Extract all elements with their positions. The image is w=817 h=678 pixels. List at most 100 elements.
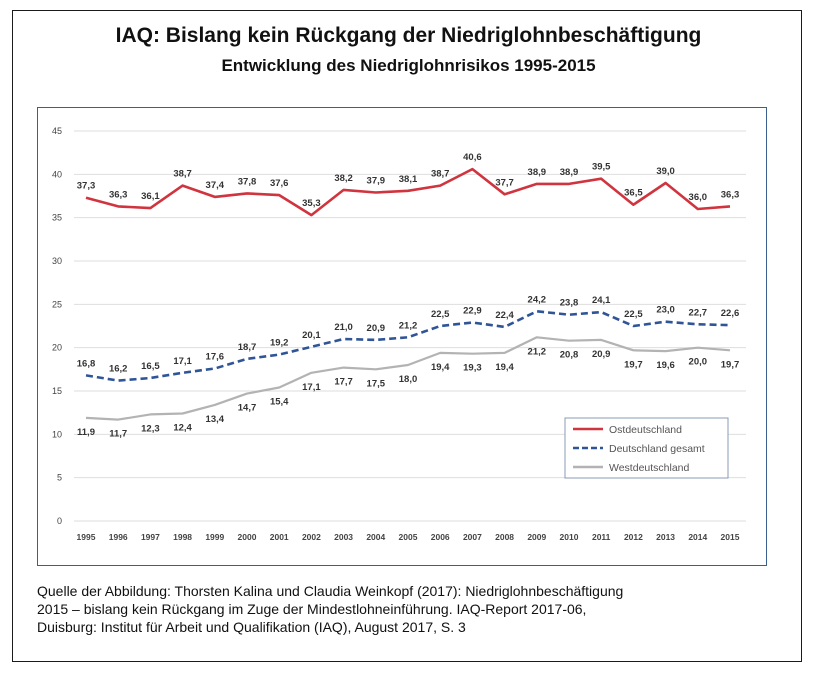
data-label: 12,3 xyxy=(141,423,160,434)
data-label: 22,6 xyxy=(721,308,740,319)
x-tick-label: 2010 xyxy=(560,532,579,542)
data-label: 37,7 xyxy=(495,177,514,188)
data-label: 19,2 xyxy=(270,338,289,349)
x-tick-label: 2013 xyxy=(656,532,675,542)
x-tick-label: 2003 xyxy=(334,532,353,542)
data-label: 16,2 xyxy=(109,364,128,375)
data-label: 19,7 xyxy=(721,359,740,370)
data-label: 17,1 xyxy=(173,356,192,367)
chart-subtitle: Entwicklung des Niedriglohnrisikos 1995-… xyxy=(221,56,596,75)
x-tick-label: 2007 xyxy=(463,532,482,542)
legend-label: Westdeutschland xyxy=(609,462,690,474)
x-tick-label: 2004 xyxy=(366,532,385,542)
data-label: 38,1 xyxy=(399,174,418,185)
data-label: 17,1 xyxy=(302,382,321,393)
data-label: 38,2 xyxy=(334,173,353,184)
x-tick-label: 2009 xyxy=(527,532,546,542)
data-label: 22,9 xyxy=(463,306,482,317)
x-tick-label: 2015 xyxy=(721,532,740,542)
data-label: 18,0 xyxy=(399,374,418,385)
data-label: 22,4 xyxy=(495,310,514,321)
x-tick-label: 1996 xyxy=(109,532,128,542)
data-label: 22,7 xyxy=(689,307,708,318)
data-label: 20,9 xyxy=(367,323,386,334)
x-tick-label: 2002 xyxy=(302,532,321,542)
data-label: 19,4 xyxy=(495,362,514,373)
data-label: 21,2 xyxy=(528,346,547,357)
x-tick-label: 2012 xyxy=(624,532,643,542)
caption-line-1: Quelle der Abbildung: Thorsten Kalina un… xyxy=(37,583,624,599)
data-label: 19,3 xyxy=(463,363,482,374)
x-tick-label: 1995 xyxy=(77,532,96,542)
y-tick-label: 15 xyxy=(52,386,62,396)
data-label: 37,6 xyxy=(270,178,289,189)
x-tick-label: 2006 xyxy=(431,532,450,542)
data-label: 24,2 xyxy=(528,294,547,305)
data-label: 37,9 xyxy=(367,176,386,187)
data-label: 21,2 xyxy=(399,320,418,331)
data-label: 16,5 xyxy=(141,361,160,372)
legend-label: Ostdeutschland xyxy=(609,424,682,436)
chart-title: IAQ: Bislang kein Rückgang der Niedriglo… xyxy=(115,24,702,47)
data-label: 38,9 xyxy=(560,167,579,178)
x-tick-label: 2000 xyxy=(238,532,257,542)
data-label: 36,0 xyxy=(689,192,708,203)
data-label: 22,5 xyxy=(431,309,450,320)
data-label: 21,0 xyxy=(334,322,353,333)
data-label: 36,1 xyxy=(141,191,160,202)
source-caption: Quelle der Abbildung: Thorsten Kalina un… xyxy=(37,582,777,636)
data-label: 20,0 xyxy=(689,357,708,368)
series-line-westdeutschland xyxy=(85,336,731,421)
data-label: 19,6 xyxy=(656,360,675,371)
data-label: 19,7 xyxy=(624,359,643,370)
data-label: 36,5 xyxy=(624,188,643,199)
data-label: 14,7 xyxy=(238,403,257,414)
data-label: 15,4 xyxy=(270,397,289,408)
x-tick-label: 2011 xyxy=(592,532,611,542)
x-tick-label: 1998 xyxy=(173,532,192,542)
y-tick-label: 35 xyxy=(52,213,62,223)
data-label: 11,7 xyxy=(109,429,127,440)
caption-line-3: Duisburg: Institut für Arbeit und Qualif… xyxy=(37,619,466,635)
y-tick-label: 5 xyxy=(57,473,62,483)
y-tick-label: 0 xyxy=(57,516,62,526)
data-label: 20,9 xyxy=(592,349,611,360)
data-label: 39,5 xyxy=(592,162,611,173)
x-tick-label: 1999 xyxy=(205,532,224,542)
data-label: 22,5 xyxy=(624,309,643,320)
data-label: 16,8 xyxy=(77,358,96,369)
data-label: 12,4 xyxy=(173,423,192,434)
data-label: 13,4 xyxy=(206,414,225,425)
y-tick-label: 25 xyxy=(52,299,62,309)
series-line-ostdeutschland xyxy=(85,167,731,217)
data-label: 36,3 xyxy=(109,189,128,200)
y-tick-label: 30 xyxy=(52,256,62,266)
data-label: 39,0 xyxy=(656,166,675,177)
data-label: 38,7 xyxy=(431,169,450,180)
data-label: 36,3 xyxy=(721,189,740,200)
data-label: 17,6 xyxy=(206,351,225,362)
x-tick-label: 2005 xyxy=(399,532,418,542)
x-tick-label: 2001 xyxy=(270,532,289,542)
legend-label: Deutschland gesamt xyxy=(609,443,705,455)
data-label: 20,1 xyxy=(302,330,321,341)
data-label: 37,4 xyxy=(206,180,225,191)
x-tick-label: 2008 xyxy=(495,532,514,542)
data-label: 37,8 xyxy=(238,176,257,187)
data-label: 20,8 xyxy=(560,350,579,361)
y-tick-label: 20 xyxy=(52,343,62,353)
x-tick-label: 1997 xyxy=(141,532,160,542)
data-label: 19,4 xyxy=(431,362,450,373)
data-label: 35,3 xyxy=(302,198,321,209)
data-label: 11,9 xyxy=(77,427,95,438)
data-label: 18,7 xyxy=(238,342,257,353)
data-label: 23,0 xyxy=(656,305,675,316)
caption-line-2: 2015 – bislang kein Rückgang im Zuge der… xyxy=(37,601,587,617)
x-tick-label: 2014 xyxy=(688,532,707,542)
y-tick-label: 40 xyxy=(52,169,62,179)
data-label: 38,7 xyxy=(173,169,192,180)
data-label: 37,3 xyxy=(77,181,96,192)
y-tick-label: 45 xyxy=(52,126,62,136)
data-label: 24,1 xyxy=(592,295,611,306)
